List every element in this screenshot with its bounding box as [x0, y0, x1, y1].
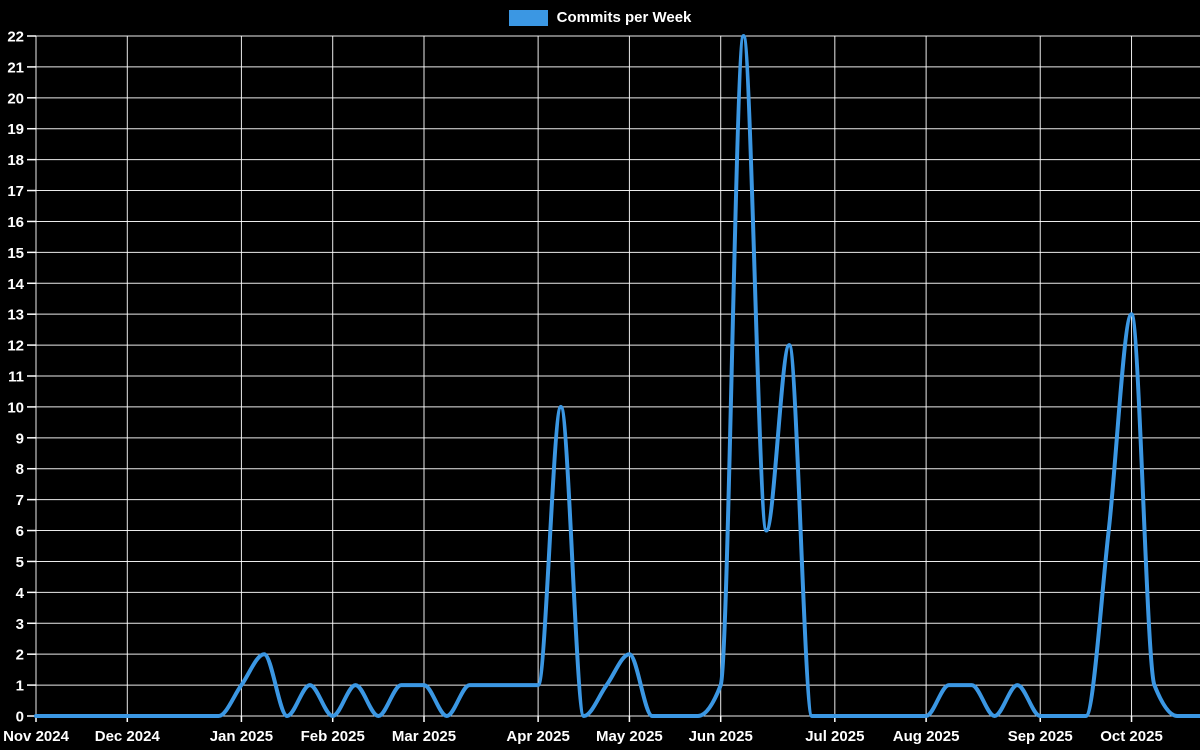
commits-line-series — [34, 34, 1200, 718]
legend: Commits per Week — [0, 9, 1200, 27]
y-tick-label: 9 — [16, 430, 24, 447]
y-tick-label: 16 — [7, 214, 24, 231]
x-tick-label: Dec 2024 — [95, 728, 161, 745]
y-tick-label: 2 — [16, 647, 24, 664]
x-tick-label: Aug 2025 — [893, 728, 960, 745]
x-tick-label: May 2025 — [596, 728, 663, 745]
y-tick-label: 15 — [7, 245, 24, 262]
y-tick-label: 12 — [7, 338, 24, 355]
y-tick-label: 3 — [16, 616, 24, 633]
x-tick-label: Jun 2025 — [689, 728, 753, 745]
y-tick-label: 4 — [16, 585, 25, 602]
y-tick-label: 19 — [7, 121, 24, 138]
x-grid-and-labels: Nov 2024 Dec 2024 Jan 2025 Feb 2025 Mar 2025… — [3, 36, 1163, 745]
x-tick-label: Apr 2025 — [506, 728, 569, 745]
x-tick-label: Sep 2025 — [1008, 728, 1073, 745]
y-tick-label: 20 — [7, 90, 24, 107]
x-tick-label: Jan 2025 — [210, 728, 273, 745]
x-tick-label: Feb 2025 — [301, 728, 365, 745]
y-tick-label: 18 — [7, 152, 24, 169]
y-tick-label: 22 — [7, 29, 24, 46]
legend-label: Commits per Week — [556, 9, 692, 26]
y-tick-label: 13 — [7, 307, 24, 324]
y-tick-label: 5 — [16, 554, 24, 571]
y-tick-label: 10 — [7, 399, 24, 416]
x-tick-label: Jul 2025 — [805, 728, 864, 745]
legend-item-commits-per-week[interactable]: Commits per Week — [508, 9, 692, 27]
y-tick-label: 1 — [16, 678, 24, 695]
y-tick-label: 7 — [16, 492, 24, 509]
y-tick-label: 11 — [8, 369, 24, 386]
x-tick-label: Nov 2024 — [3, 728, 70, 745]
y-tick-label: 14 — [7, 276, 24, 293]
x-tick-label: Mar 2025 — [392, 728, 456, 745]
y-tick-label: 21 — [7, 59, 24, 76]
y-tick-label: 6 — [16, 523, 24, 540]
legend-swatch — [508, 10, 548, 26]
x-tick-label: Oct 2025 — [1100, 728, 1163, 745]
y-tick-label: 17 — [7, 183, 24, 200]
y-tick-label: 8 — [16, 461, 24, 478]
y-tick-label: 0 — [16, 709, 24, 726]
